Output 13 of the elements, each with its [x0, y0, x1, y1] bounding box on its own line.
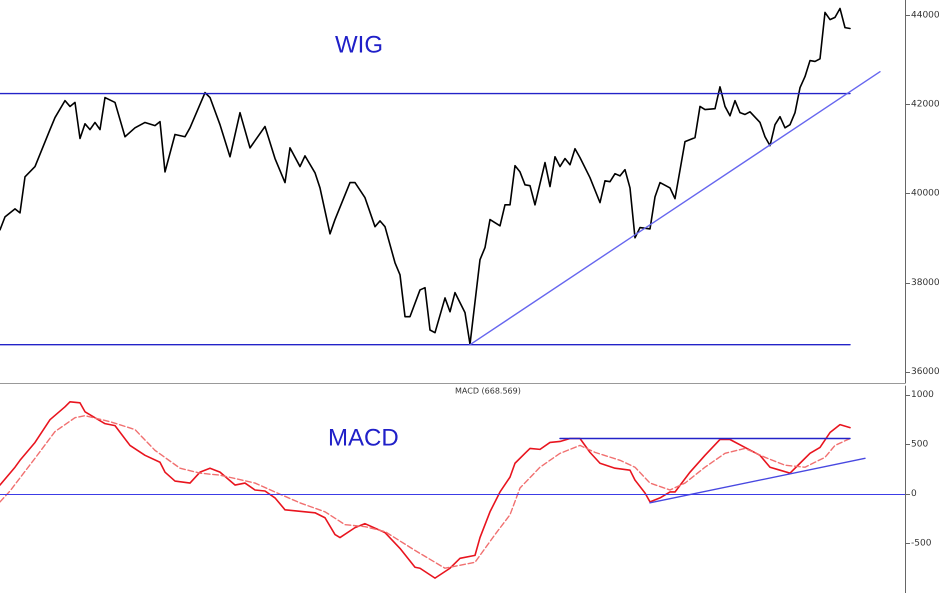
y-tick-label: 36000: [911, 366, 940, 377]
y-tick-label: 38000: [911, 278, 940, 288]
y-tick-label: 500: [911, 439, 928, 450]
text: MACD: [328, 424, 399, 452]
y-tick-label: 44000: [911, 10, 940, 21]
y-tick-label: 40000: [911, 188, 940, 199]
y-tick-label: -500: [911, 538, 932, 548]
line-series: [0, 8, 851, 346]
y-tick-label: 1000: [911, 390, 934, 400]
annotation: MACD (668.569): [455, 386, 521, 396]
text: WIG: [335, 32, 383, 58]
y-tick-label: 42000: [911, 100, 940, 110]
y-tick-label: 0: [911, 488, 917, 499]
